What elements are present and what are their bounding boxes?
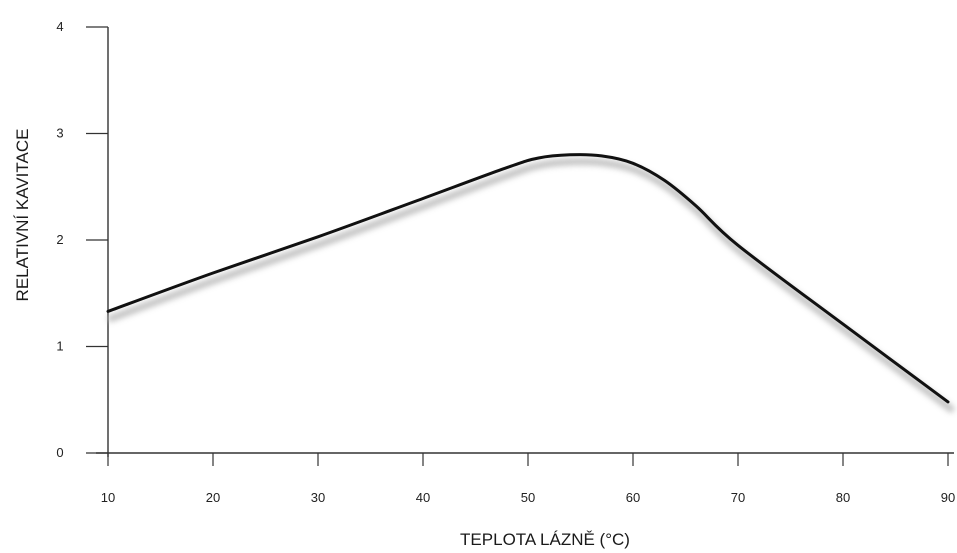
series (106, 153, 955, 413)
series-line (106, 153, 950, 404)
y-axis-label: RELATIVNÍ KAVITACE (13, 129, 32, 302)
x-tick-label: 20 (206, 490, 220, 505)
ticks: 0 1 2 3 4 10 20 30 40 50 60 70 80 90 (56, 19, 955, 505)
axes (96, 27, 954, 457)
series-line-shadow (107, 158, 955, 413)
x-tick-label: 80 (836, 490, 850, 505)
x-tick-label: 60 (626, 490, 640, 505)
x-tick-label: 70 (731, 490, 745, 505)
y-tick-label: 1 (56, 339, 63, 354)
y-tick-label: 2 (56, 232, 63, 247)
x-tick-label: 50 (521, 490, 535, 505)
y-tick-label: 3 (56, 126, 63, 141)
x-tick-label: 10 (101, 490, 115, 505)
x-tick-label: 30 (311, 490, 325, 505)
x-axis-label: TEPLOTA LÁZNĚ (°C) (460, 530, 630, 549)
x-tick-label: 40 (416, 490, 430, 505)
x-tick-label: 90 (941, 490, 955, 505)
y-tick-label: 4 (56, 19, 63, 34)
y-tick-label: 0 (56, 445, 63, 460)
